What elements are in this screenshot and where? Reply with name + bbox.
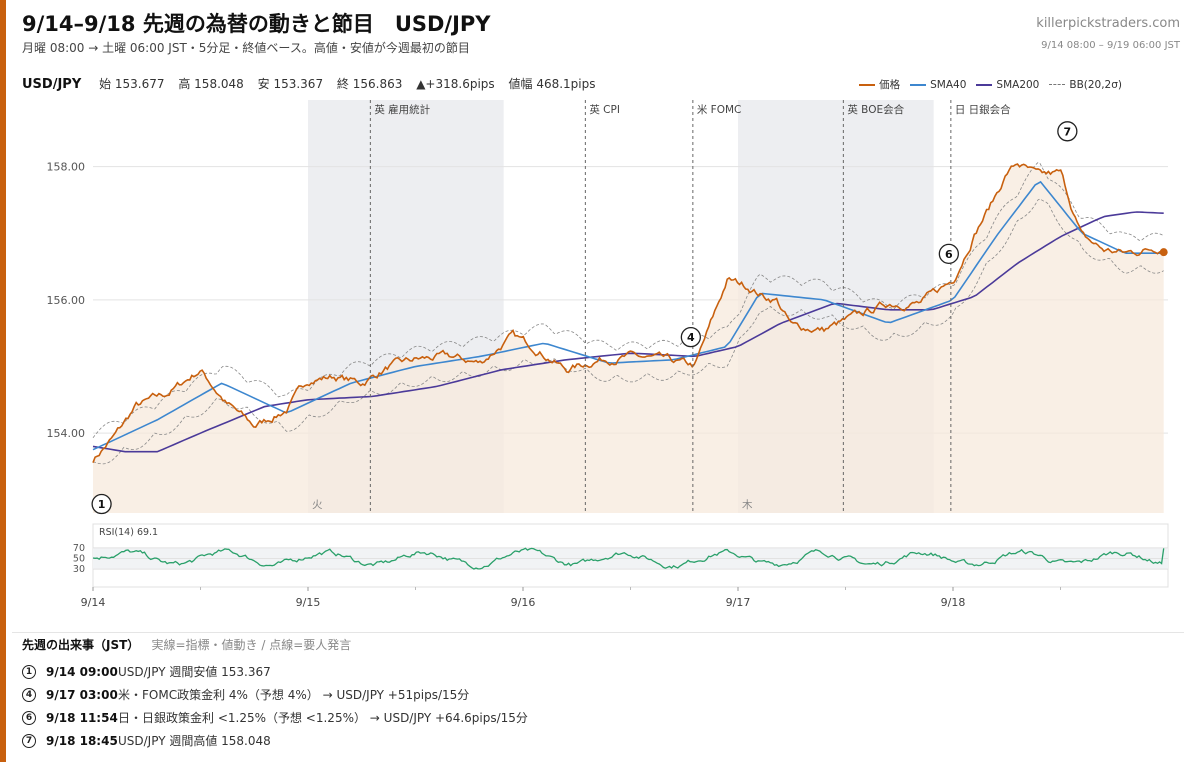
event-row: 4 9/17 03:00 米・FOMC政策金利 4%（予想 4%） → USD/…	[22, 683, 1182, 706]
event-label: 英 BOE会合	[847, 103, 904, 116]
event-description: 米・FOMC政策金利 4%（予想 4%） → USD/JPY +51pips/1…	[118, 688, 470, 702]
events-note: 実線=指標・値動き / 点線=要人発言	[151, 638, 352, 652]
price-line	[92, 163, 1165, 463]
y-tick-label: 158.00	[47, 161, 86, 174]
stat-range: 値幅 468.1pips	[508, 77, 596, 91]
event-row: 1 9/14 09:00 USD/JPY 週間安値 153.367	[22, 660, 1182, 683]
chart-legend: 価格 SMA40 SMA200 BB(20,2σ)	[859, 77, 1122, 92]
stat-open: 始 153.677	[99, 77, 165, 91]
event-row: 6 9/18 11:54 日・日銀政策金利 <1.25%（予想 <1.25%） …	[22, 706, 1182, 729]
page-title: 9/14–9/18 先週の為替の動きと節目 USD/JPY	[22, 12, 491, 36]
legend-price[interactable]: 価格	[859, 77, 900, 92]
price-area	[93, 164, 1164, 513]
site-link[interactable]: killerpickstraders.com	[1036, 16, 1180, 31]
event-marker	[1057, 121, 1078, 142]
event-marker	[91, 493, 112, 515]
legend-bb-swatch	[1049, 84, 1066, 85]
event-description: 日・日銀政策金利 <1.25%（予想 <1.25%） → USD/JPY +64…	[118, 711, 528, 725]
legend-bb[interactable]: BB(20,2σ)	[1049, 79, 1122, 91]
last-price-dot	[1159, 248, 1168, 257]
y-tick-label: 156.00	[47, 294, 86, 307]
events-section: 先週の出来事（JST） 実線=指標・値動き / 点線=要人発言 1 9/14 0…	[22, 636, 1182, 752]
rsi-label: RSI(14) 69.1	[99, 527, 158, 538]
legend-bb-label: BB(20,2σ)	[1069, 78, 1122, 91]
events-header: 先週の出来事（JST） 実線=指標・値動き / 点線=要人発言	[22, 636, 1182, 653]
event-marker	[938, 243, 959, 265]
event-label: 日 日銀会合	[955, 103, 1011, 116]
event-label: 英 雇用統計	[374, 103, 430, 116]
event-marker-label: 6	[945, 248, 953, 261]
event-description: USD/JPY 週間安値 153.367	[118, 665, 271, 679]
event-time: 9/18 18:45	[46, 733, 118, 748]
day-label: 木	[742, 499, 753, 511]
legend-sma200-swatch	[976, 83, 993, 86]
x-tick-label: 9/18	[941, 596, 966, 609]
x-tick-label: 9/14	[81, 596, 106, 609]
x-tick-label: 9/16	[511, 596, 536, 609]
sma40-line	[92, 180, 1164, 451]
stat-change: ▲+318.6pips	[416, 77, 495, 91]
rsi-tick-label: 30	[73, 564, 85, 575]
day-label: 火	[312, 499, 323, 511]
event-number-badge: 4	[22, 687, 36, 702]
page-subtitle: 月曜 08:00 → 土曜 06:00 JST・5分足・終値ベース。高値・安値が…	[22, 41, 470, 55]
event-time: 9/14 09:00	[46, 664, 118, 679]
bb-upper-line	[92, 161, 1164, 438]
event-marker-label: 4	[687, 331, 695, 344]
y-tick-label: 154.00	[47, 427, 86, 440]
event-description: USD/JPY 週間高値 158.048	[118, 734, 271, 748]
stats-bar: USD/JPY 始 153.677 高 158.048 安 153.367 終 …	[22, 75, 606, 92]
rsi-tick-label: 70	[73, 543, 85, 554]
date-range: 9/14 08:00 – 9/19 06:00 JST	[1041, 40, 1180, 51]
legend-sma200-label: SMA200	[996, 78, 1040, 91]
symbol-label: USD/JPY	[22, 77, 82, 92]
x-tick-label: 9/15	[296, 596, 321, 609]
stat-low: 安 153.367	[257, 77, 324, 91]
event-label: 米 FOMC	[697, 103, 742, 116]
event-marker-label: 7	[1064, 125, 1072, 138]
rsi-tick-label: 50	[73, 554, 85, 565]
legend-price-swatch	[859, 83, 876, 86]
legend-sma40-label: SMA40	[930, 78, 967, 91]
event-number-badge: 1	[22, 664, 36, 679]
event-number-badge: 7	[22, 733, 36, 748]
legend-price-label: 価格	[879, 79, 901, 91]
stat-high: 高 158.048	[178, 77, 244, 91]
rsi-line	[92, 547, 1165, 570]
section-divider	[12, 632, 1184, 633]
event-number-badge: 6	[22, 710, 36, 725]
stat-close: 終 156.863	[336, 77, 403, 91]
legend-sma40-swatch	[910, 83, 927, 86]
accent-bar	[0, 0, 6, 762]
event-row: 7 9/18 18:45 USD/JPY 週間高値 158.048	[22, 729, 1182, 752]
x-tick-label: 9/17	[726, 596, 751, 609]
bb-lower-line	[92, 198, 1164, 465]
legend-sma200[interactable]: SMA200	[976, 79, 1039, 91]
events-title: 先週の出来事（JST）	[22, 638, 140, 652]
legend-sma40[interactable]: SMA40	[910, 79, 966, 91]
event-marker	[680, 326, 701, 348]
event-label: 英 CPI	[589, 103, 620, 116]
event-marker-label: 1	[98, 498, 106, 511]
price-chart: 154.00 156.00 158.00 英 雇用統計 英 CPI 米 FOMC 英 BOE…	[47, 100, 1169, 609]
event-time: 9/17 03:00	[46, 687, 118, 702]
event-time: 9/18 11:54	[46, 710, 118, 725]
